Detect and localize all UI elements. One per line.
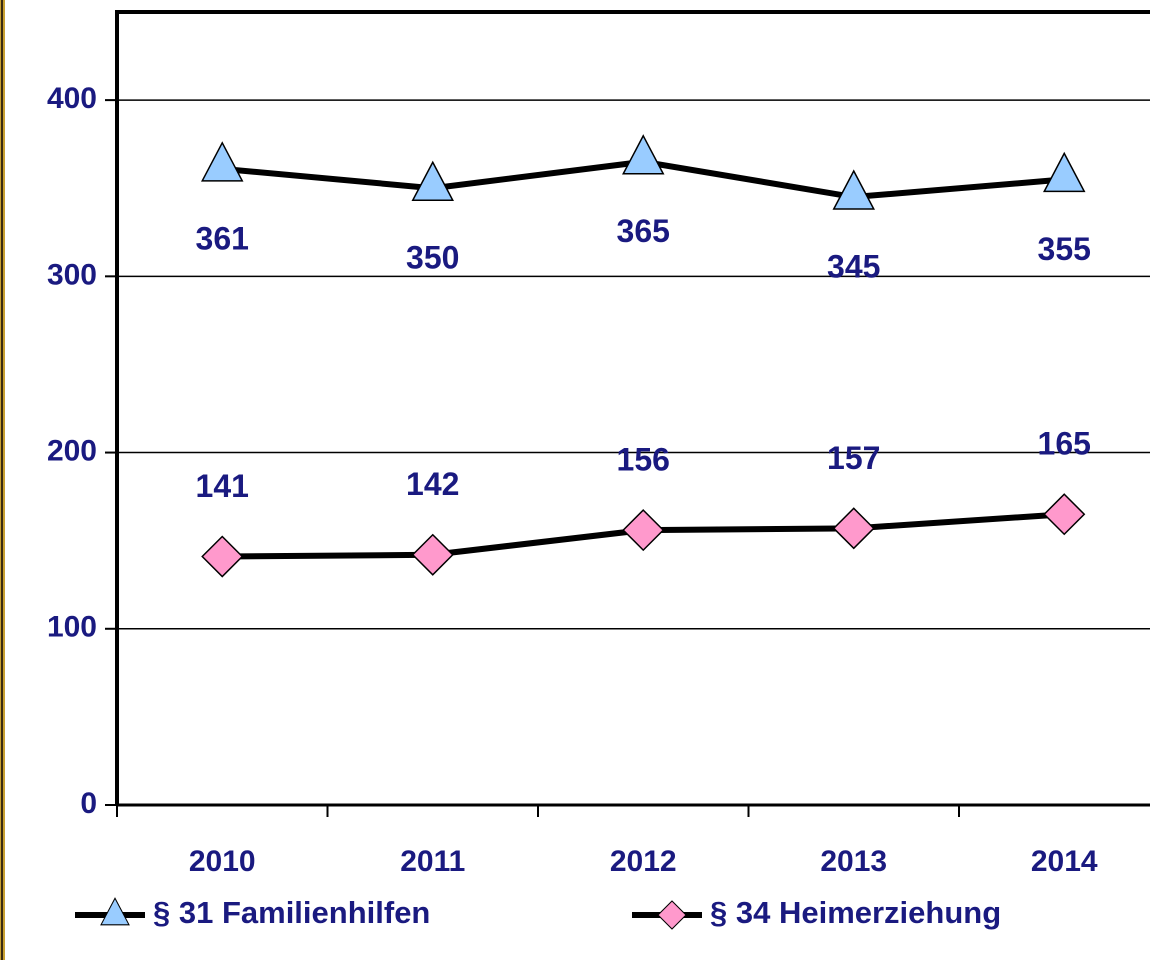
plot-border xyxy=(115,10,1150,805)
y-tick-label: 400 xyxy=(47,82,97,115)
y-tick-label: 0 xyxy=(80,787,97,820)
y-tick-label: 200 xyxy=(47,434,97,467)
legend-label: § 31 Familienhilfen xyxy=(153,895,430,930)
x-tick-label: 2012 xyxy=(610,845,677,878)
data-label: 350 xyxy=(406,240,459,276)
marker xyxy=(622,134,665,175)
marker xyxy=(832,169,875,210)
marker xyxy=(832,507,875,550)
marker xyxy=(1043,493,1086,536)
x-tick-label: 2014 xyxy=(1031,845,1098,878)
legend-marker xyxy=(100,897,130,926)
marker xyxy=(411,160,454,201)
y-tick-label: 100 xyxy=(47,611,97,644)
data-label: 345 xyxy=(827,248,880,284)
data-label: 365 xyxy=(617,213,670,249)
data-label: 157 xyxy=(827,440,880,476)
data-label: 141 xyxy=(196,468,249,504)
legend-marker xyxy=(657,900,687,930)
x-tick-label: 2011 xyxy=(400,845,465,878)
y-tick-label: 300 xyxy=(47,258,97,291)
data-label: 156 xyxy=(617,442,670,478)
marker xyxy=(622,509,665,552)
x-tick-label: 2010 xyxy=(189,845,256,878)
marker xyxy=(411,533,454,576)
marker xyxy=(201,141,244,182)
data-label: 361 xyxy=(196,220,249,256)
data-label: 142 xyxy=(406,466,459,502)
data-label: 165 xyxy=(1038,426,1091,462)
marker xyxy=(201,535,244,578)
x-tick-label: 2013 xyxy=(820,845,887,878)
left-strip-line xyxy=(1,0,3,960)
data-label: 355 xyxy=(1038,231,1091,267)
legend-label: § 34 Heimerziehung xyxy=(710,895,1001,930)
marker xyxy=(1043,151,1086,193)
